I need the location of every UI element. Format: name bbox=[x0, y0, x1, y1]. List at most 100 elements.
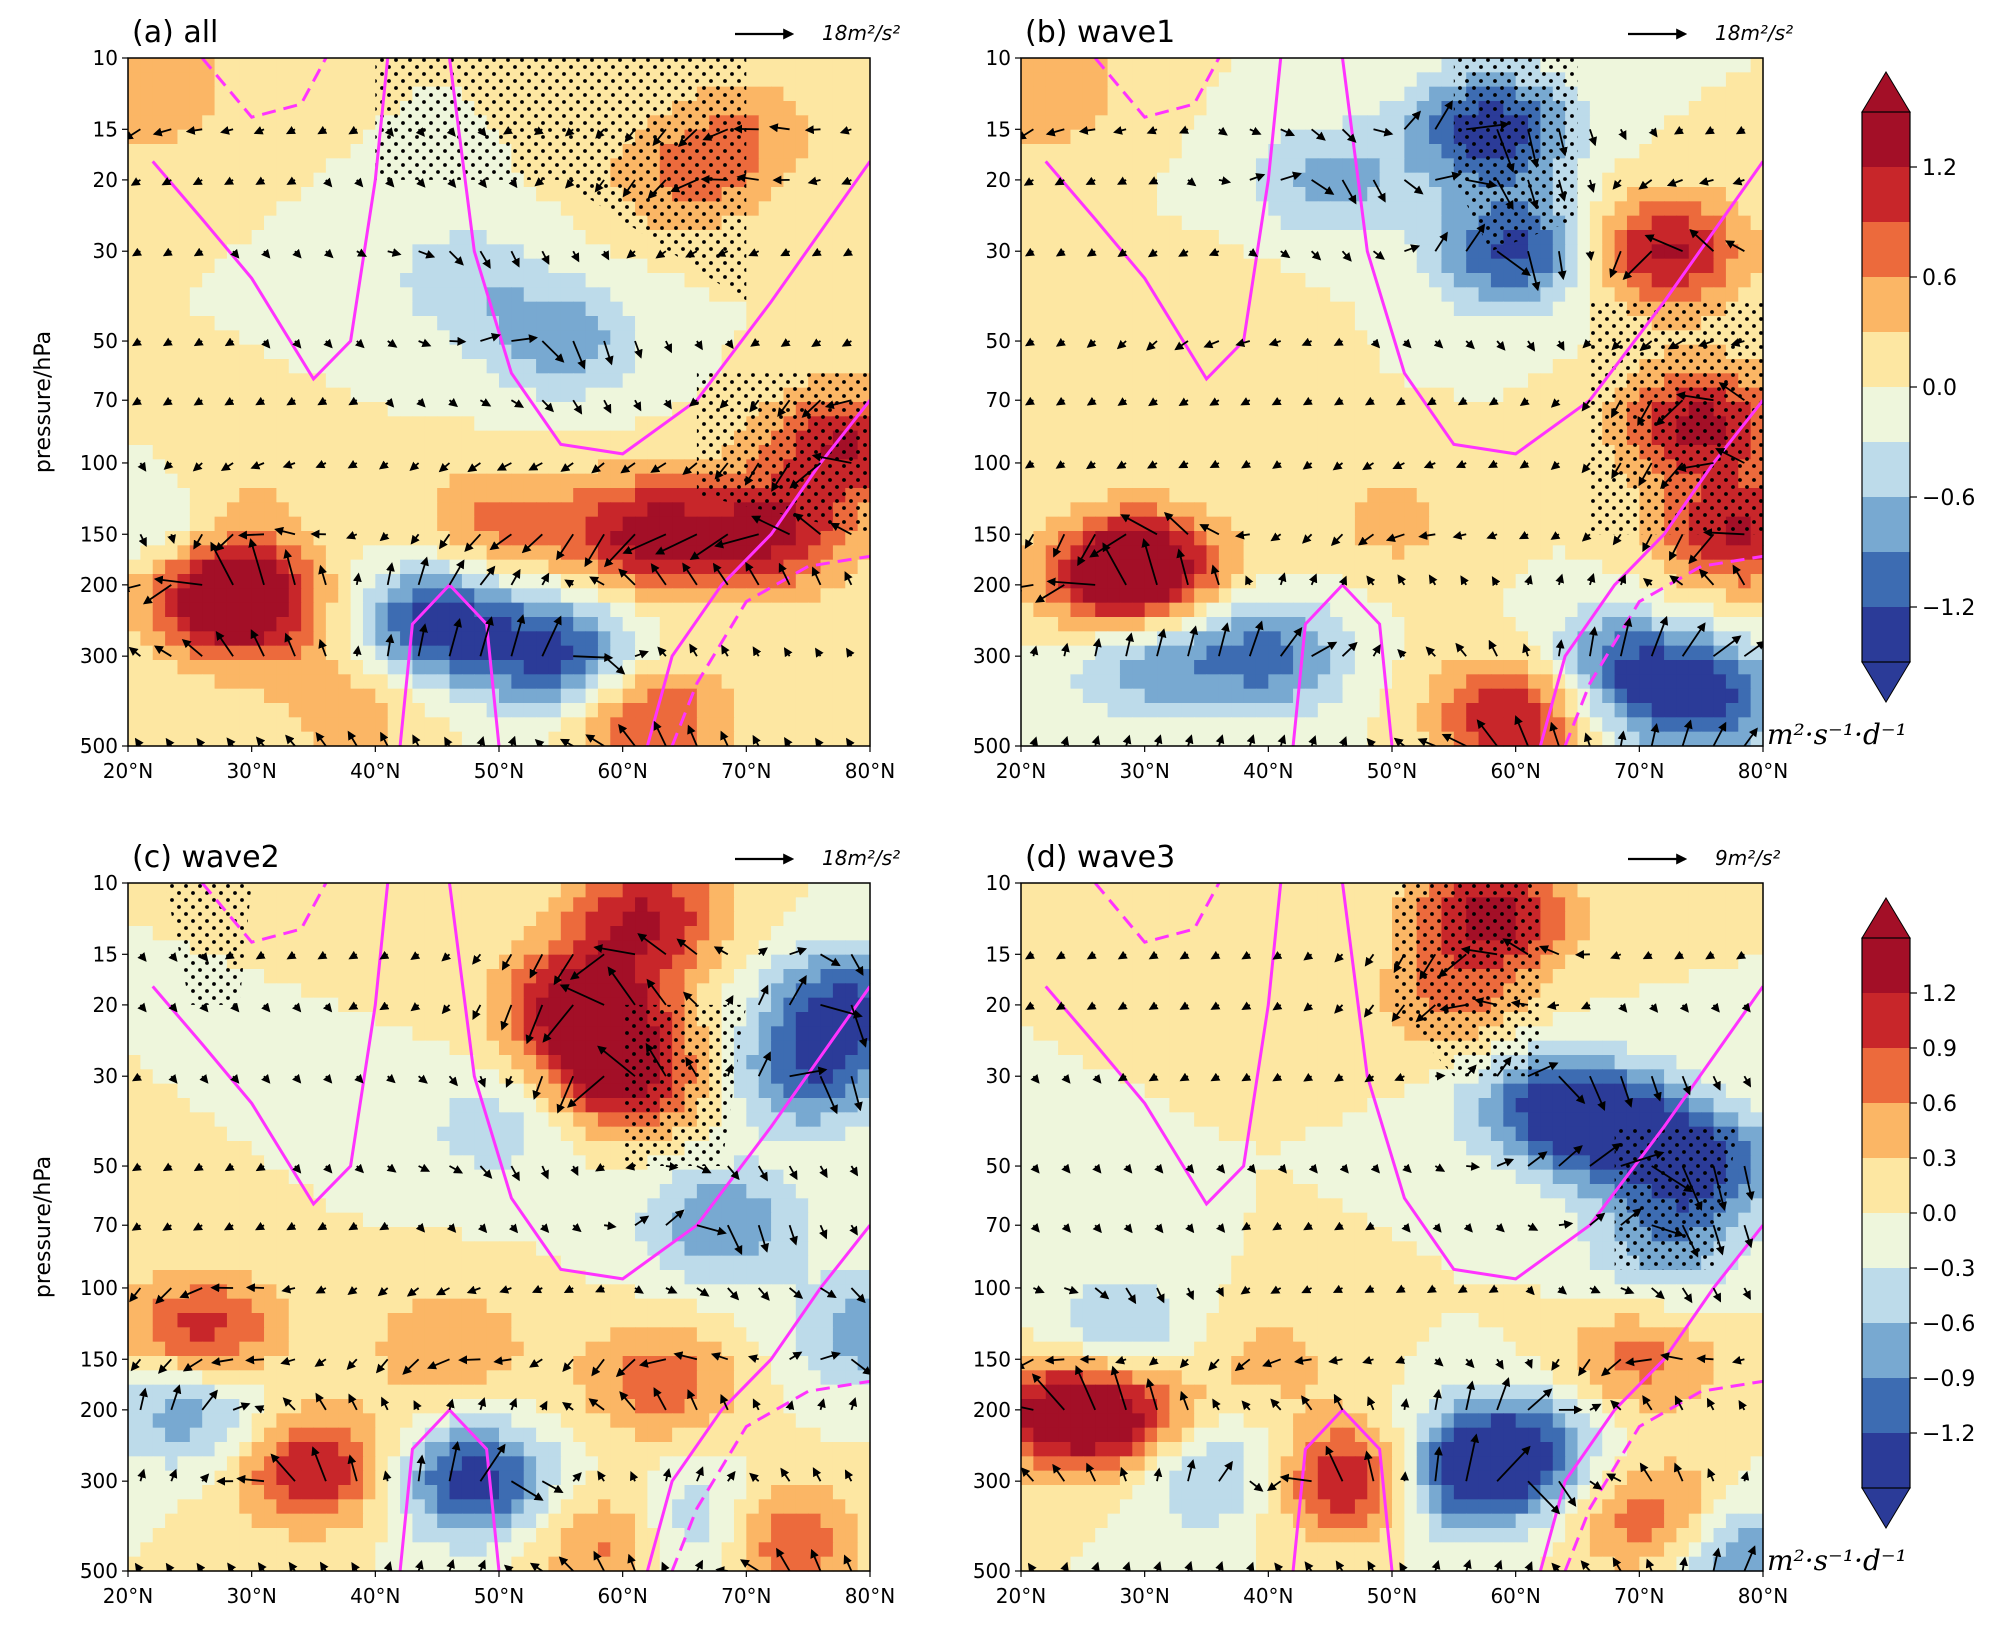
field-cell bbox=[759, 574, 772, 589]
field-cell bbox=[610, 674, 623, 689]
field-cell bbox=[190, 631, 203, 646]
field-cell bbox=[289, 87, 302, 102]
field-cell bbox=[1219, 87, 1232, 102]
field-cell bbox=[363, 273, 376, 288]
field-cell bbox=[586, 531, 599, 546]
field-cell bbox=[252, 689, 265, 704]
field-cell bbox=[326, 373, 339, 388]
field-cell bbox=[1701, 158, 1714, 173]
field-cell bbox=[1219, 345, 1232, 360]
field-cell bbox=[338, 115, 351, 130]
field-cell bbox=[1194, 488, 1207, 503]
field-cell bbox=[289, 416, 302, 431]
field-cell bbox=[1454, 259, 1467, 274]
field-cell bbox=[264, 388, 277, 403]
field-cell bbox=[301, 459, 314, 474]
field-cell bbox=[1751, 87, 1764, 102]
field-cell bbox=[1355, 345, 1368, 360]
field-cell bbox=[264, 58, 277, 73]
field-cell bbox=[524, 660, 537, 675]
field-cell bbox=[140, 58, 153, 73]
field-cell bbox=[1108, 330, 1121, 345]
field-cell bbox=[450, 316, 463, 331]
field-cell bbox=[598, 660, 611, 675]
field-cell bbox=[363, 416, 376, 431]
field-cell bbox=[140, 660, 153, 675]
field-cell bbox=[771, 230, 784, 245]
field-cell bbox=[1602, 244, 1615, 259]
field-cell bbox=[1318, 445, 1331, 460]
field-cell bbox=[709, 689, 722, 704]
field-cell bbox=[425, 646, 438, 661]
field-cell bbox=[586, 474, 599, 489]
field-cell bbox=[1664, 230, 1677, 245]
field-cell bbox=[1132, 359, 1145, 374]
field-cell bbox=[412, 287, 425, 302]
field-cell bbox=[759, 674, 772, 689]
field-cell bbox=[499, 631, 512, 646]
field-cell bbox=[276, 488, 289, 503]
field-cell bbox=[783, 631, 796, 646]
field-cell bbox=[363, 574, 376, 589]
field-cell bbox=[462, 302, 475, 317]
field-cell bbox=[1033, 330, 1046, 345]
field-cell bbox=[796, 144, 809, 159]
field-cell bbox=[783, 144, 796, 159]
field-cell bbox=[1083, 72, 1096, 87]
field-cell bbox=[1318, 316, 1331, 331]
field-cell bbox=[759, 689, 772, 704]
field-cell bbox=[276, 732, 289, 747]
field-cell bbox=[1244, 488, 1257, 503]
field-cell bbox=[153, 517, 166, 532]
field-cell bbox=[301, 474, 314, 489]
field-cell bbox=[1380, 345, 1393, 360]
field-cell bbox=[1553, 287, 1566, 302]
field-cell bbox=[685, 545, 698, 560]
field-cell bbox=[239, 287, 252, 302]
field-cell bbox=[1157, 445, 1170, 460]
field-cell bbox=[586, 373, 599, 388]
field-cell bbox=[833, 674, 846, 689]
field-cell bbox=[1479, 316, 1492, 331]
field-cell bbox=[264, 588, 277, 603]
field-cell bbox=[759, 617, 772, 632]
field-cell bbox=[1615, 201, 1628, 216]
field-cell bbox=[239, 631, 252, 646]
field-cell bbox=[276, 87, 289, 102]
field-cell bbox=[1182, 72, 1195, 87]
field-cell bbox=[1392, 259, 1405, 274]
field-cell bbox=[1182, 201, 1195, 216]
field-cell bbox=[153, 431, 166, 446]
field-cell bbox=[338, 259, 351, 274]
field-cell bbox=[202, 115, 215, 130]
field-cell bbox=[573, 717, 586, 732]
field-cell bbox=[499, 545, 512, 560]
field-cell bbox=[252, 230, 265, 245]
field-cell bbox=[524, 187, 537, 202]
field-cell bbox=[536, 431, 549, 446]
field-cell bbox=[437, 388, 450, 403]
field-cell bbox=[1516, 244, 1529, 259]
field-cell bbox=[573, 330, 586, 345]
field-cell bbox=[586, 631, 599, 646]
field-cell bbox=[338, 617, 351, 632]
field-cell bbox=[1281, 388, 1294, 403]
field-cell bbox=[1701, 273, 1714, 288]
field-cell bbox=[375, 316, 388, 331]
field-cell bbox=[1058, 388, 1071, 403]
field-cell bbox=[301, 517, 314, 532]
field-cell bbox=[487, 201, 500, 216]
field-cell bbox=[1182, 488, 1195, 503]
field-cell bbox=[1145, 259, 1158, 274]
field-cell bbox=[338, 517, 351, 532]
field-cell bbox=[722, 330, 735, 345]
field-cell bbox=[1417, 187, 1430, 202]
field-cell bbox=[1305, 373, 1318, 388]
field-cell bbox=[202, 287, 215, 302]
field-cell bbox=[1033, 431, 1046, 446]
field-cell bbox=[1207, 187, 1220, 202]
field-cell bbox=[635, 689, 648, 704]
field-cell bbox=[351, 388, 364, 403]
field-cell bbox=[1578, 144, 1591, 159]
field-cell bbox=[1503, 302, 1516, 317]
